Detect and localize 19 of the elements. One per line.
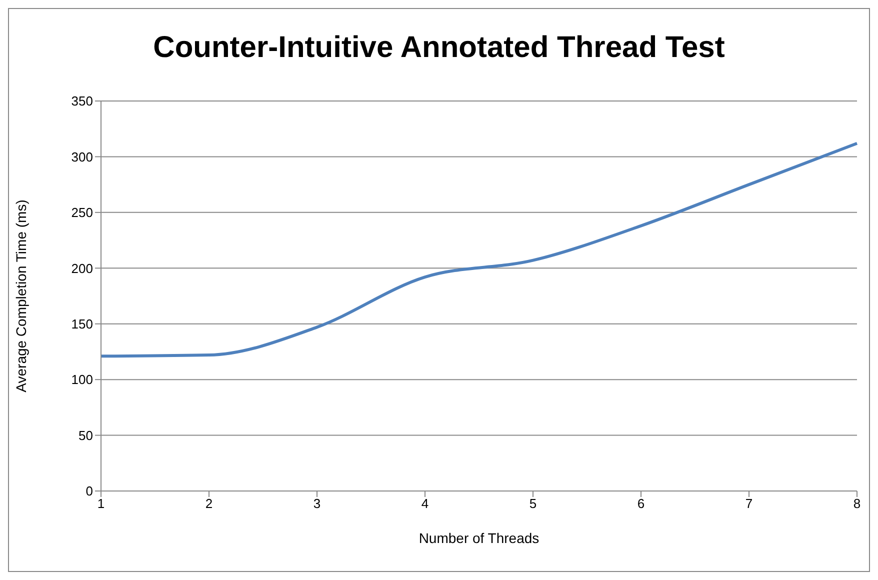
x-tick-label: 3 (313, 496, 321, 512)
x-tick-label: 7 (745, 496, 753, 512)
x-tick-label: 8 (853, 496, 861, 512)
y-tick-label: 200 (71, 260, 93, 276)
y-axis-title: Average Completion Time (ms) (12, 200, 29, 392)
x-axis-title: Number of Threads (418, 530, 540, 546)
chart-title: Counter-Intuitive Annotated Thread Test (152, 31, 726, 65)
x-tick-label: 1 (97, 496, 105, 512)
y-tick-label: 100 (71, 372, 93, 388)
y-tick-label: 150 (71, 316, 93, 332)
x-tick-label: 6 (637, 496, 645, 512)
y-tick-label: 300 (71, 149, 93, 164)
x-tick-label: 5 (529, 496, 537, 512)
y-tick-label: 350 (71, 94, 93, 109)
y-tick-label: 250 (71, 205, 93, 220)
x-tick-label: 4 (421, 496, 429, 512)
x-tick-label: 2 (205, 496, 213, 512)
y-tick-label: 50 (78, 428, 93, 443)
y-tick-label: 0 (86, 484, 93, 499)
